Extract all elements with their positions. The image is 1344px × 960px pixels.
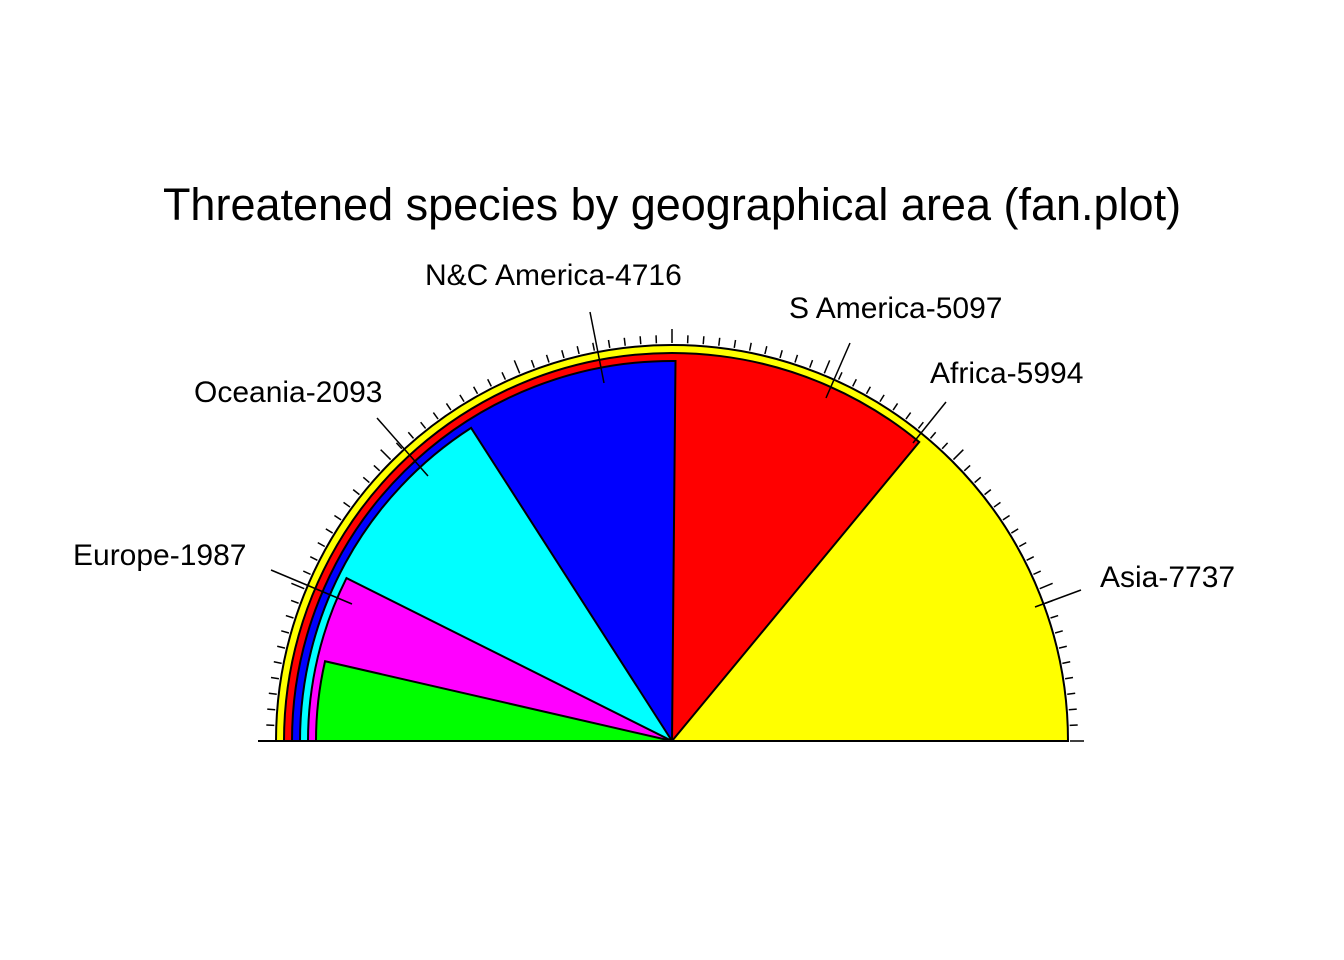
tick-mark xyxy=(1062,661,1071,665)
tick-mark xyxy=(1054,630,1063,634)
tick-mark xyxy=(865,386,872,395)
label-s-america: S America-5097 xyxy=(789,292,1002,325)
tick-mark xyxy=(291,582,305,590)
tick-mark xyxy=(285,614,294,619)
tick-mark xyxy=(1002,514,1010,521)
tick-mark xyxy=(380,449,392,461)
tick-mark xyxy=(334,514,342,521)
tick-mark xyxy=(639,336,642,345)
tick-mark xyxy=(487,378,492,387)
tick-mark xyxy=(545,354,550,363)
tick-mark xyxy=(290,599,299,604)
tick-mark xyxy=(1033,570,1042,576)
tick-mark xyxy=(764,346,768,355)
tick-mark xyxy=(420,421,427,429)
tick-mark xyxy=(273,661,282,665)
leader-line-oceania xyxy=(376,417,429,477)
tick-mark xyxy=(623,337,626,346)
tick-mark xyxy=(302,570,311,576)
leader-line-africa xyxy=(912,401,947,444)
tick-mark xyxy=(837,371,843,380)
leader-line-europe xyxy=(270,569,353,605)
tick-mark xyxy=(879,394,885,403)
tick-mark xyxy=(963,464,971,472)
tick-mark xyxy=(317,541,326,548)
leader-line-asia xyxy=(1034,589,1082,608)
tick-mark xyxy=(1026,556,1035,561)
tick-mark xyxy=(1064,676,1074,680)
label-africa: Africa-5994 xyxy=(930,357,1083,390)
fan-labels: Asia-7737 Africa-5994 S America-5097 N&C Am… xyxy=(73,259,1235,608)
tick-mark xyxy=(1010,528,1019,534)
tick-mark xyxy=(343,501,351,508)
tick-mark xyxy=(718,337,721,346)
tick-mark xyxy=(530,359,535,368)
tick-mark xyxy=(407,431,415,439)
tick-mark xyxy=(561,350,565,359)
tick-mark xyxy=(352,489,360,496)
tick-mark xyxy=(472,386,479,395)
tick-mark xyxy=(607,339,611,349)
tick-mark xyxy=(362,476,370,484)
tick-mark xyxy=(270,676,280,680)
tick-mark xyxy=(929,431,937,439)
label-asia: Asia-7737 xyxy=(1100,561,1235,594)
tick-mark xyxy=(432,412,439,420)
tick-mark xyxy=(748,342,752,351)
tick-mark xyxy=(941,442,949,450)
tick-mark xyxy=(395,442,403,450)
leader-line-s-america xyxy=(825,342,851,399)
tick-mark xyxy=(809,359,814,368)
tick-mark xyxy=(309,556,318,561)
tick-mark xyxy=(852,378,857,387)
tick-mark xyxy=(513,360,521,374)
tick-mark xyxy=(1058,645,1067,649)
tick-mark xyxy=(373,464,381,472)
tick-mark xyxy=(268,692,277,695)
tick-mark xyxy=(277,645,286,649)
tick-mark xyxy=(325,528,334,534)
tick-mark xyxy=(1039,582,1053,590)
tick-mark xyxy=(1050,614,1059,619)
leader-line-n-c-america xyxy=(589,311,605,384)
tick-mark xyxy=(952,449,964,461)
chart-title: Threatened species by geographical area … xyxy=(163,179,1181,230)
tick-mark xyxy=(892,403,899,411)
tick-mark xyxy=(267,708,276,711)
tick-mark xyxy=(779,350,783,359)
tick-mark xyxy=(1067,692,1076,695)
tick-mark xyxy=(823,360,831,374)
tick-mark xyxy=(576,346,580,355)
label-oceania: Oceania-2093 xyxy=(194,376,382,409)
tick-mark xyxy=(905,412,912,420)
tick-mark xyxy=(984,489,992,496)
label-n-c-america: N&C America-4716 xyxy=(425,259,682,292)
tick-mark xyxy=(917,421,924,429)
tick-mark xyxy=(459,394,465,403)
tick-mark xyxy=(993,501,1001,508)
fan-sectors xyxy=(258,344,1070,742)
tick-mark xyxy=(733,339,737,349)
tick-mark xyxy=(794,354,799,363)
label-europe: Europe-1987 xyxy=(73,539,246,572)
tick-mark xyxy=(592,342,596,351)
tick-mark xyxy=(501,371,507,380)
tick-mark xyxy=(1068,708,1077,711)
tick-mark xyxy=(1018,541,1027,548)
tick-mark xyxy=(974,476,982,484)
tick-mark xyxy=(445,403,452,411)
tick-mark xyxy=(281,630,290,634)
tick-mark xyxy=(702,336,705,345)
